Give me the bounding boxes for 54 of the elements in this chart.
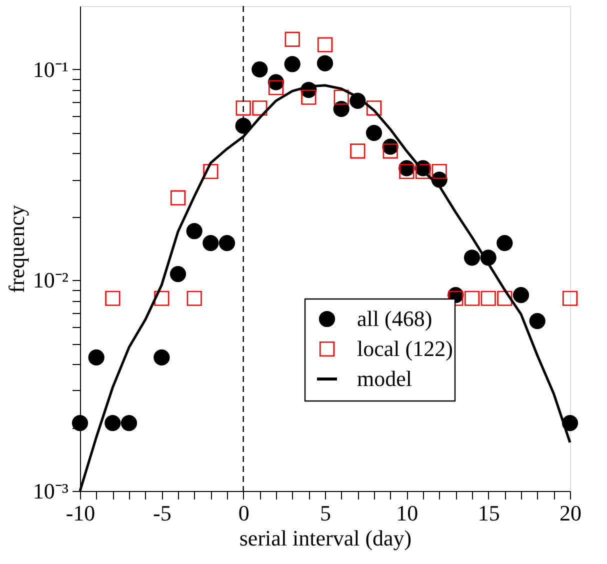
point [316, 55, 334, 72]
point [301, 90, 316, 105]
point [154, 349, 170, 366]
x-tick-label: 5 [320, 500, 331, 526]
point [480, 290, 496, 306]
point [432, 164, 447, 180]
x-tick-label: 10 [396, 500, 418, 526]
x-tick-label: 0 [238, 500, 250, 526]
x-axis-title: serial interval (day) [239, 526, 412, 550]
y-axis-title: frequency [4, 205, 29, 293]
x-tick-label: 15 [478, 500, 500, 526]
x-tick-label: -5 [153, 500, 172, 526]
point [399, 164, 414, 180]
point [317, 37, 333, 52]
point [350, 144, 366, 159]
point [170, 190, 186, 206]
point [334, 90, 349, 105]
point [202, 235, 219, 252]
point [529, 313, 546, 330]
point [415, 164, 431, 180]
point [284, 56, 300, 72]
point [366, 124, 382, 141]
point [72, 415, 88, 432]
point [252, 100, 268, 116]
y-tick-label: 10⁻¹ [32, 56, 68, 82]
point [268, 80, 284, 96]
point [366, 100, 382, 116]
point [464, 290, 480, 306]
point [88, 349, 104, 366]
point [496, 235, 513, 252]
point [252, 61, 268, 78]
point [464, 250, 480, 266]
point [284, 32, 300, 47]
point [203, 164, 218, 180]
point [497, 290, 512, 306]
point [382, 144, 398, 159]
x-tick-label: 20 [560, 500, 582, 526]
point [104, 415, 121, 432]
y-tick-label: 10⁻³ [32, 478, 69, 504]
legend-label: model [357, 366, 412, 391]
x-tick-label: -10 [66, 500, 96, 526]
legend-label: all (468) [357, 306, 432, 331]
point [186, 290, 202, 306]
point [236, 100, 251, 116]
point [120, 415, 138, 432]
legend-label: local (122) [357, 336, 453, 361]
y-tick-label: 10⁻² [32, 268, 69, 293]
point [170, 266, 186, 282]
point [562, 290, 578, 306]
point [512, 287, 530, 304]
point [105, 290, 120, 306]
point [218, 235, 236, 252]
point [154, 290, 170, 306]
point [186, 223, 202, 240]
